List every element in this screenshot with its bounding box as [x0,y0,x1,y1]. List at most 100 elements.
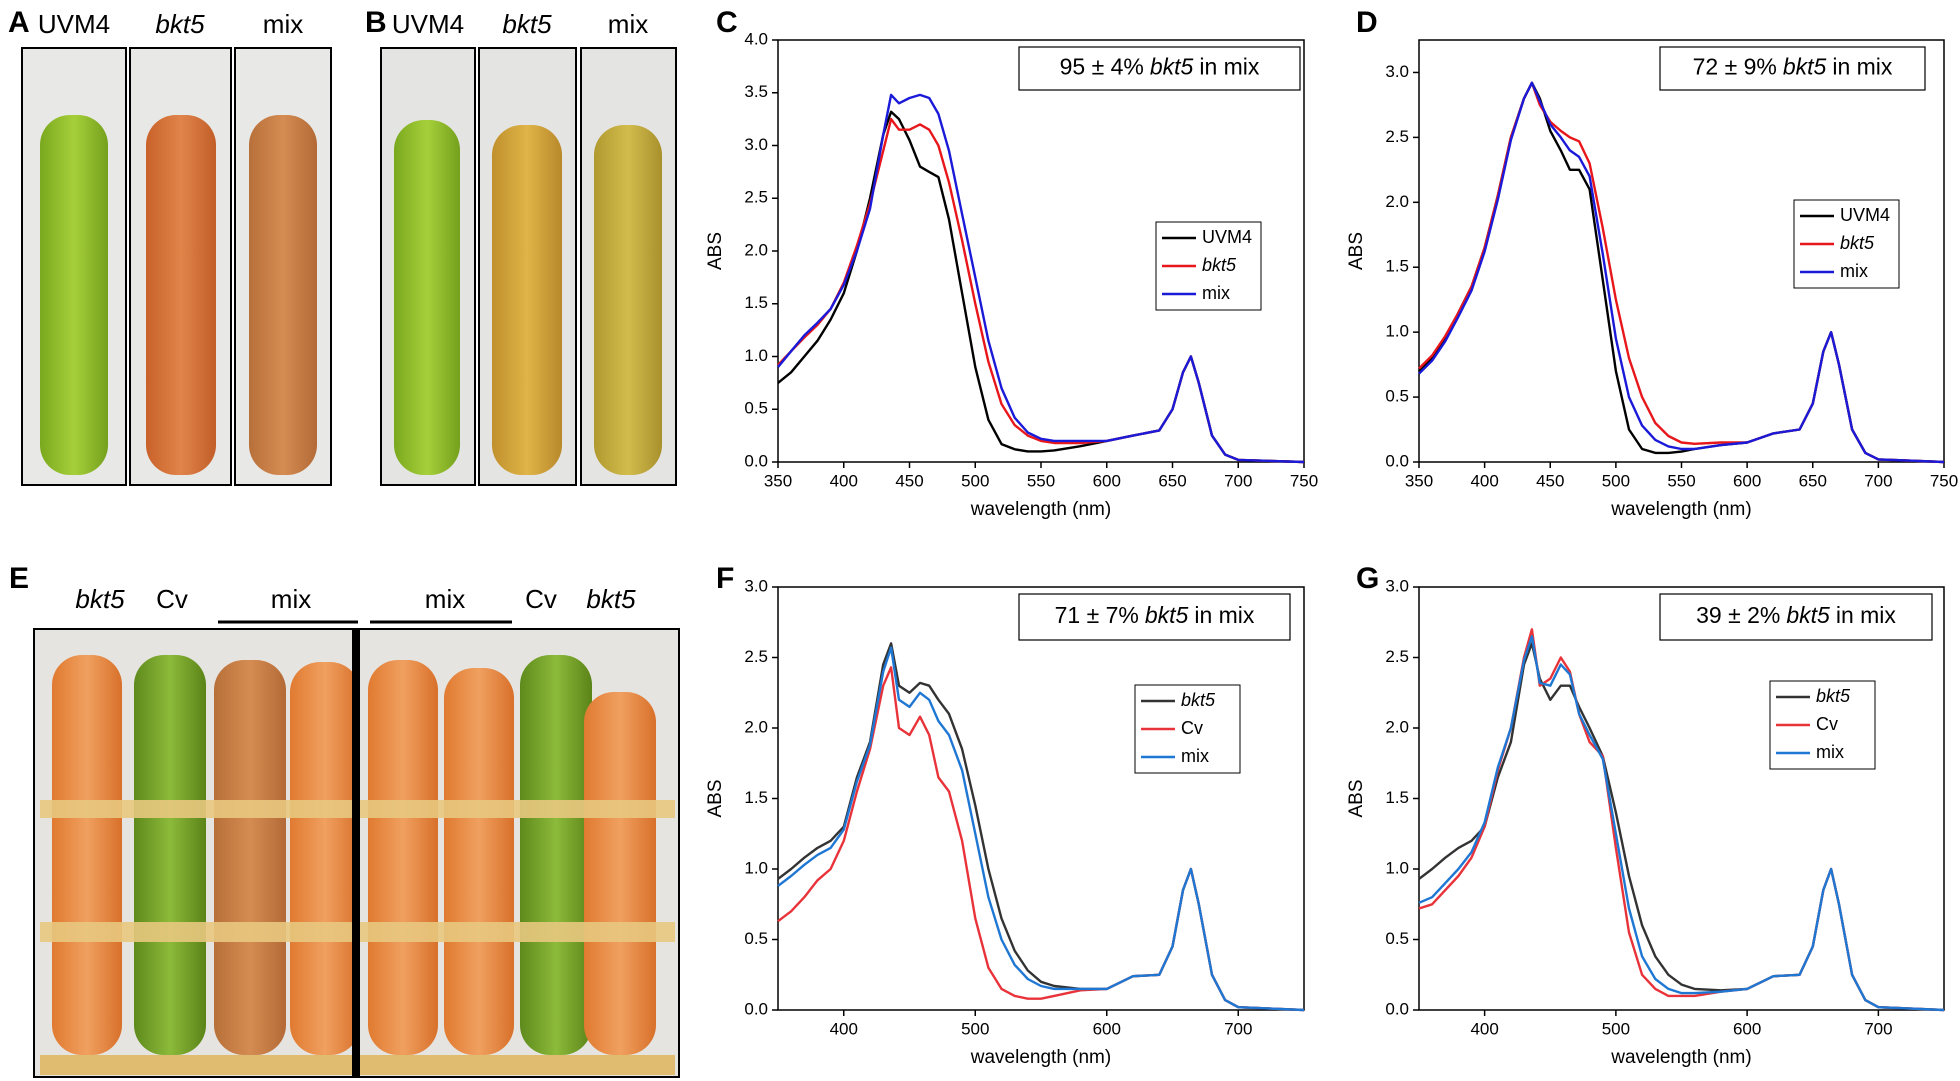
x-tick-label: 350 [1405,471,1433,490]
y-tick-label: 1.5 [1385,257,1409,276]
annotation-strain: bkt5 [1145,602,1189,628]
photo-label: mix [425,584,465,614]
series-line [777,646,1305,1012]
photo-label: mix [608,9,648,39]
legend-label: bkt5 [1202,255,1237,275]
y-tick-label: 3.0 [744,576,768,595]
photo-label: bkt5 [155,9,205,39]
legend-label: mix [1181,746,1209,766]
annotation-box [1659,46,1926,91]
annotation-suffix: in mix [1836,602,1897,628]
annotation: 71 ± 7% bkt5 in mix [1055,602,1255,628]
y-tick-label: 3.0 [1385,576,1409,595]
x-tick-label: 400 [830,471,858,490]
legend-label: bkt5 [1816,686,1851,706]
x-tick-label: 450 [1536,471,1564,490]
annotation: 39 ± 2% bkt5 in mix [1696,602,1896,628]
x-tick-label: 550 [1667,471,1695,490]
photo-label: mix [271,584,311,614]
x-tick-label: 400 [1470,471,1498,490]
legend-label: bkt5 [1181,690,1216,710]
panel-letter: D [1356,6,1378,39]
annotation-suffix: in mix [1194,602,1255,628]
y-tick-label: 2.5 [744,647,768,666]
panel-letter: B [365,6,387,39]
legend-label: bkt5 [1840,233,1875,253]
x-axis-label: wavelength (nm) [970,1047,1111,1068]
x-tick-label: 350 [764,471,792,490]
legend-label: mix [1202,283,1230,303]
x-tick-label: 500 [961,1019,989,1038]
annotation-value: 71 ± 7% [1055,602,1139,628]
panel-letter: F [716,562,734,595]
panel-letter: C [716,6,738,39]
panel-letter: G [1356,562,1379,595]
y-tick-label: 0.0 [1385,999,1409,1018]
photo-label: bkt5 [502,9,552,39]
x-tick-label: 600 [1733,1019,1761,1038]
legend-label: Cv [1816,714,1838,734]
photo-label: mix [263,9,303,39]
x-tick-label: 600 [1093,1019,1121,1038]
y-tick-label: 1.0 [744,346,768,365]
legend-label: mix [1840,261,1868,281]
y-axis-label: ABS [1346,232,1367,270]
y-tick-label: 0.5 [744,399,768,418]
x-tick-label: 600 [1093,471,1121,490]
y-tick-label: 1.5 [1385,788,1409,807]
annotation: 72 ± 9% bkt5 in mix [1693,54,1893,80]
photo-label: UVM4 [392,9,464,39]
y-tick-label: 3.5 [744,82,768,101]
x-tick-label: 700 [1224,1019,1252,1038]
y-axis-label: ABS [705,232,726,270]
x-tick-label: 750 [1290,471,1318,490]
y-tick-label: 1.5 [744,293,768,312]
x-axis-label: wavelength (nm) [1610,499,1751,520]
panel-letter: E [9,562,29,595]
legend-label: mix [1816,742,1844,762]
panel-letter: A [8,6,30,39]
annotation-strain: bkt5 [1786,602,1830,628]
y-tick-label: 0.0 [744,999,768,1018]
annotation-box [1018,593,1291,641]
y-tick-label: 2.0 [1385,192,1409,211]
y-tick-label: 2.0 [744,240,768,259]
annotation-box [1018,46,1301,91]
legend-label: Cv [1181,718,1203,738]
y-tick-label: 0.5 [744,929,768,948]
y-tick-label: 2.0 [744,717,768,736]
x-tick-label: 650 [1799,471,1827,490]
y-tick-label: 0.5 [1385,929,1409,948]
x-tick-label: 400 [830,1019,858,1038]
y-tick-label: 2.0 [1385,717,1409,736]
legend-label: UVM4 [1840,205,1890,225]
photo-label: bkt5 [586,584,636,614]
y-tick-label: 0.0 [744,451,768,470]
y-tick-label: 3.0 [744,135,768,154]
y-tick-label: 2.5 [744,188,768,207]
x-tick-label: 450 [895,471,923,490]
x-axis-label: wavelength (nm) [970,499,1111,520]
x-tick-label: 550 [1027,471,1055,490]
y-tick-label: 1.5 [744,788,768,807]
y-axis-label: ABS [1346,779,1367,817]
annotation-suffix: in mix [1832,54,1893,80]
annotation-value: 39 ± 2% [1696,602,1780,628]
y-tick-label: 4.0 [744,29,768,48]
plot-frame [777,586,1305,1011]
annotation-value: 95 ± 4% [1060,54,1144,80]
annotation-box [1659,593,1933,641]
annotation-suffix: in mix [1199,54,1260,80]
y-tick-label: 3.0 [1385,62,1409,81]
x-tick-label: 700 [1864,471,1892,490]
annotation-strain: bkt5 [1150,54,1194,80]
photo-label: UVM4 [38,9,110,39]
y-tick-label: 1.0 [744,858,768,877]
x-tick-label: 500 [961,471,989,490]
annotation-value: 72 ± 9% [1693,54,1777,80]
x-tick-label: 400 [1470,1019,1498,1038]
y-tick-label: 1.0 [1385,322,1409,341]
plot-frame [1418,586,1945,1011]
y-tick-label: 2.5 [1385,647,1409,666]
